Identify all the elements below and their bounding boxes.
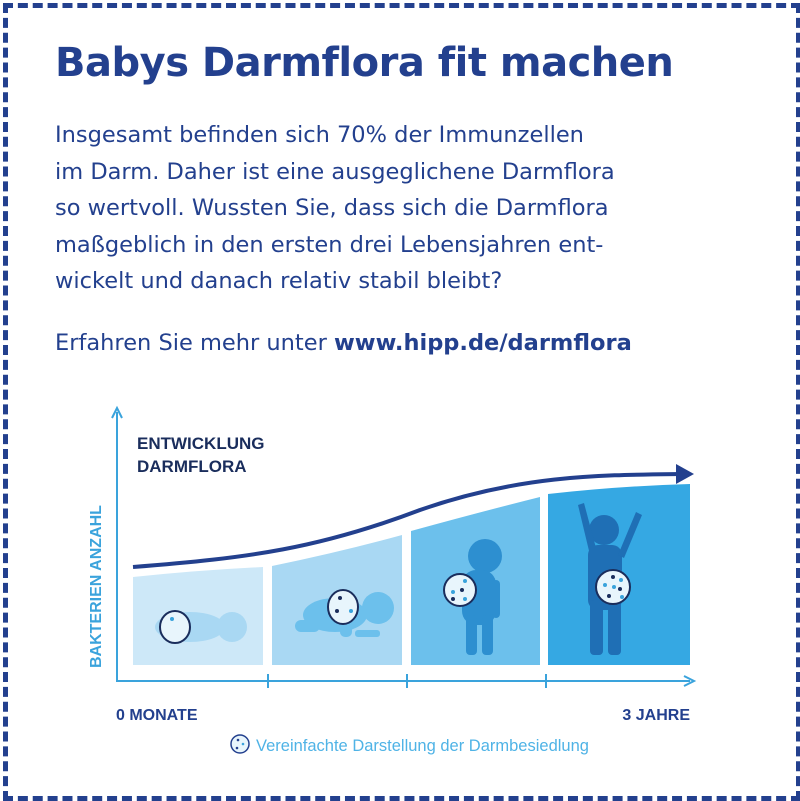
body-line: so wertvoll. Wussten Sie, dass sich die …: [55, 195, 609, 222]
gut-bacteria-icon: [327, 589, 359, 625]
diagram-heading: DARMFLORA: [137, 457, 247, 476]
x-axis-arrow-icon: [683, 675, 697, 687]
body-line: Insgesamt befinden sich 70% der Immunzel…: [55, 122, 584, 148]
legend-text: Vereinfachte Darstellung der Darmbesiedl…: [256, 737, 589, 755]
diagram-heading: ENTWICKLUNG: [137, 434, 264, 453]
arrow-head-icon: [676, 464, 694, 484]
website-link[interactable]: www.hipp.de/darmflora: [334, 330, 632, 356]
body-line: im Darm. Daher ist eine ausgeglichene Da…: [55, 158, 615, 185]
gut-bacteria-icon: [443, 573, 477, 607]
x-start-label: 0 MONATE: [116, 707, 198, 724]
intro-text: Insgesamt befinden sich 70% der Immunzel…: [55, 117, 775, 300]
page-title: Babys Darmflora fit machen: [55, 40, 674, 86]
gut-bacteria-icon: [595, 569, 631, 605]
growth-curve-arrow: [132, 472, 681, 569]
y-axis-arrow-icon: [111, 405, 123, 419]
gut-bacteria-icon: [159, 610, 191, 644]
body-line: wickelt und danach relativ stabil bleibt…: [55, 268, 503, 295]
legend-bacteria-icon: [230, 734, 250, 754]
x-end-label: 3 JAHRE: [622, 707, 690, 724]
dashed-border: [3, 3, 800, 801]
y-axis-label: BAKTERIEN ANZAHL: [88, 505, 105, 668]
more-info: Erfahren Sie mehr unter www.hipp.de/darm…: [55, 330, 632, 356]
body-line: maßgeblich in den ersten drei Lebensjahr…: [55, 231, 604, 258]
more-prefix: Erfahren Sie mehr unter: [55, 330, 327, 356]
